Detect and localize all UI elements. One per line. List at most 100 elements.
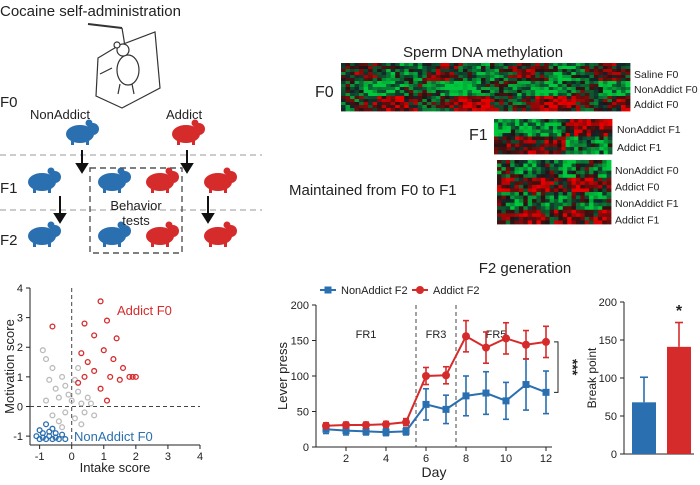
data-point <box>342 427 350 435</box>
data-point <box>342 420 350 429</box>
scatter-point <box>42 421 50 428</box>
lineage-arrows <box>53 150 215 224</box>
phase-label: FR5 <box>486 329 507 341</box>
gen-f1-label: F1 <box>0 180 18 197</box>
scatter-x-tick-label: 1 <box>101 451 107 463</box>
scatter-point <box>68 397 75 404</box>
scatter-point <box>103 317 111 324</box>
data-point <box>422 400 430 408</box>
maintained-label: Maintained from F0 to F1 <box>289 182 457 199</box>
scatter-point <box>71 415 78 422</box>
mouse-f1-a <box>18 167 61 193</box>
scatter-point <box>59 424 66 431</box>
legend-label: Addict F2 <box>433 285 479 297</box>
scatter-point <box>42 397 50 404</box>
data-point <box>462 332 470 341</box>
data-point <box>402 418 410 427</box>
heatmaps <box>341 63 631 225</box>
scatter-point <box>49 412 56 419</box>
line-x-tick-label: 12 <box>540 453 552 465</box>
mouse-f0-addict <box>162 119 205 145</box>
scatter-point <box>49 425 56 432</box>
bar-y-tick-label: 0 <box>611 449 617 461</box>
mouse-f1-d <box>194 167 237 193</box>
scatter-point <box>119 364 127 372</box>
line-y-tick-label: 0 <box>303 442 309 454</box>
scatter-point <box>97 385 104 392</box>
scatter-point <box>81 409 88 416</box>
scatter-point <box>39 430 46 437</box>
series-line <box>325 334 547 427</box>
gen-f0-label: F0 <box>0 94 18 111</box>
scatter-point <box>62 382 69 389</box>
scatter-point <box>62 409 69 416</box>
behavior-label-2: tests <box>122 213 150 228</box>
scatter-y-tick-label: 4 <box>17 283 23 295</box>
addict-label: Addict <box>166 107 203 122</box>
data-point <box>462 392 470 400</box>
scatter-chart: -1 0 1 2 3 4 -1 0 1 2 3 4 Addict F0 NonAddict F0 Intak… <box>2 283 203 475</box>
scatter-point <box>62 436 69 443</box>
panel-b-f0-label: F0 <box>315 84 334 101</box>
scatter-point <box>52 430 59 437</box>
bar-y-tick-label: 50 <box>605 411 617 423</box>
bar-y-tick-label: 100 <box>599 373 617 385</box>
line-chart-title: F2 generation <box>479 260 572 277</box>
scatter-point <box>78 421 85 428</box>
legend-swatch-marker <box>416 286 424 294</box>
panel-b-f1-label: F1 <box>469 127 488 144</box>
scatter-point <box>97 298 104 305</box>
self-administration-cage-illustration <box>87 23 161 109</box>
line-y-label: Lever press <box>275 342 290 410</box>
scatter-point <box>36 436 43 443</box>
line-legend: NonAddict F2 Addict F2 <box>320 285 479 297</box>
gen-f2-label: F2 <box>0 232 18 249</box>
panel-a-title: Cocaine self-administration <box>0 3 181 20</box>
data-point <box>402 427 410 435</box>
panel-b: Sperm DNA methylation F0 F1 Maintained f… <box>289 44 698 227</box>
scatter-point <box>107 373 114 380</box>
line-y-tick-label: 150 <box>291 336 309 348</box>
legend-swatch-marker <box>324 286 332 294</box>
scatter-point <box>116 376 123 383</box>
scatter-point <box>42 356 50 363</box>
data-point <box>362 427 370 435</box>
data-point <box>482 343 490 352</box>
scatter-point <box>132 373 139 380</box>
scatter-point <box>84 359 91 366</box>
series-addict-f2 <box>322 319 550 430</box>
data-point <box>542 388 550 396</box>
heatmap-row-label: Addict F0 <box>615 182 660 194</box>
scatter-point <box>42 436 50 443</box>
scatter-point <box>55 436 62 443</box>
scatter-point <box>91 332 98 339</box>
scatter-point <box>75 388 82 395</box>
generation-dividers <box>0 154 262 211</box>
phase-label: FR1 <box>356 329 377 341</box>
scatter-y-tick-label: 2 <box>17 342 23 354</box>
panel-b-title: Sperm DNA methylation <box>403 44 563 61</box>
mouse-f0-nonaddict <box>56 119 99 145</box>
bar-y-tick-label: 200 <box>599 297 617 309</box>
data-point <box>442 371 450 380</box>
behavior-label-1: Behavior <box>110 198 162 213</box>
bar-y-tick-label: 150 <box>599 335 617 347</box>
legend-label: NonAddict F2 <box>341 285 408 297</box>
bar-nonaddict-f2 <box>632 402 656 454</box>
data-point <box>422 372 430 380</box>
heatmap-row-label: Saline F0 <box>634 69 679 81</box>
data-point <box>382 428 390 436</box>
scatter-point <box>91 412 98 419</box>
line-y-tick-label: 200 <box>291 300 309 312</box>
data-point <box>522 381 530 389</box>
nonaddict-label: NonAddict <box>30 107 90 122</box>
scatter-x-tick-label: 2 <box>133 451 139 463</box>
significance-bracket <box>554 341 559 393</box>
scatter-y-label: Motivation score <box>2 319 17 414</box>
line-x-tick-label: 6 <box>423 453 429 465</box>
scatter-point <box>84 394 91 401</box>
f1-mice <box>18 167 237 193</box>
annotation-nonaddict-f0: NonAddict F0 <box>74 429 153 444</box>
data-point <box>442 405 450 413</box>
bar-addict-f2 <box>667 346 691 454</box>
